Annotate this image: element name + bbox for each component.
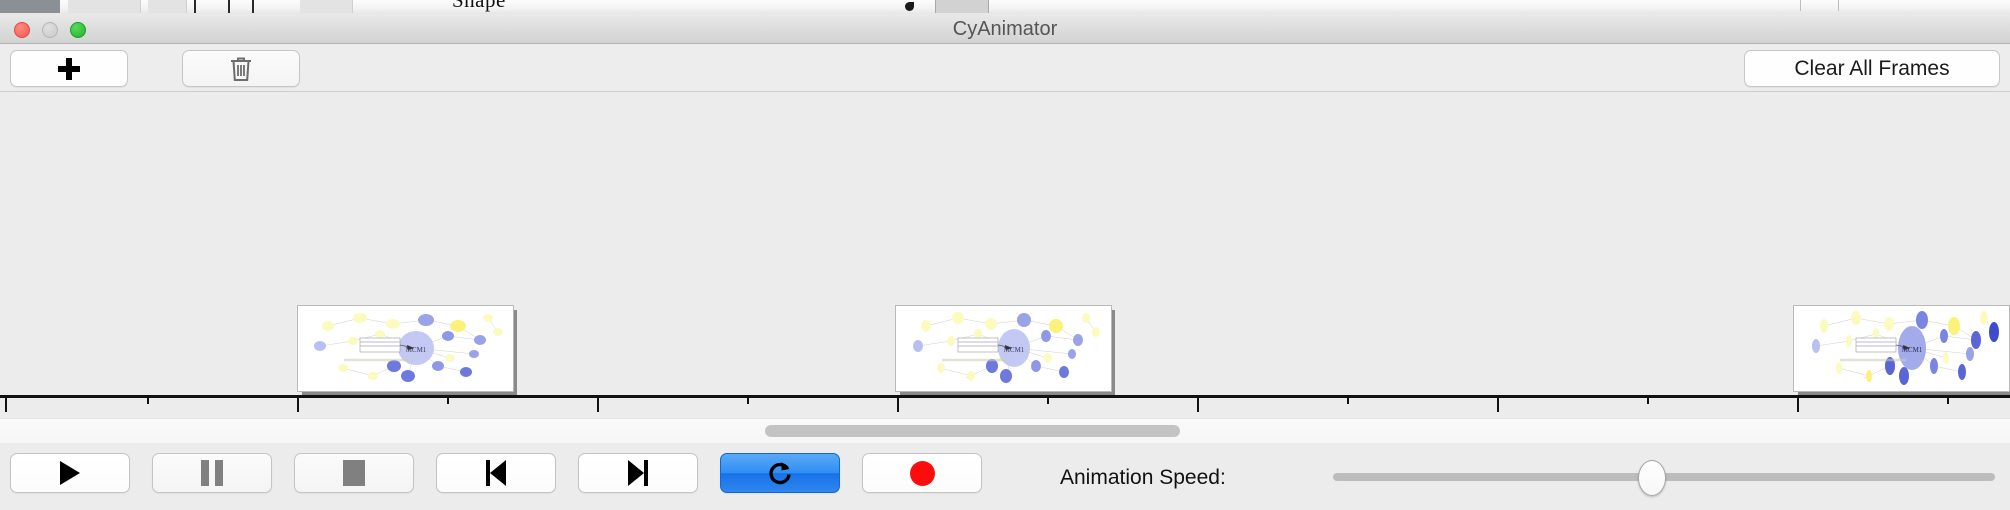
timeline-horizontal-scrollbar[interactable] [0,418,2010,444]
next-frame-button[interactable] [578,453,698,493]
delete-frame-button[interactable] [182,50,300,87]
record-icon [909,460,935,486]
background-window-label: Shape [452,0,506,12]
axis-tick-major [5,395,7,412]
zoom-icon[interactable] [70,22,86,38]
window-title: CyAnimator [952,18,1058,40]
axis-tick-major [597,395,599,412]
axis-tick-minor [1347,395,1349,404]
previous-frame-button[interactable] [436,453,556,493]
timeline-frame-3[interactable]: MCM1 [1793,305,2010,398]
axis-tick-minor [447,395,449,404]
network-graph-icon: MCM1 [314,313,503,382]
stop-icon [343,460,365,486]
axis-tick-minor [147,395,149,404]
axis-tick-major [297,395,299,412]
axis-tick-minor [1047,395,1049,404]
network-graph-icon: MCM1 [1812,311,1999,385]
pause-icon [201,460,223,486]
clear-all-frames-button[interactable]: Clear All Frames [1744,50,2000,87]
svg-text:MCM1: MCM1 [1004,346,1025,354]
axis-tick-major [1197,395,1199,412]
frame-thumbnail: MCM1 [895,305,1112,392]
play-icon [60,461,80,485]
skip-next-icon [628,460,648,486]
traffic-lights [14,22,86,38]
frame-thumbnail: MCM1 [297,305,514,392]
minimize-icon[interactable] [42,22,58,38]
close-icon[interactable] [14,22,30,38]
scrollbar-thumb[interactable] [765,425,1180,437]
stop-button[interactable] [294,453,414,493]
axis-tick-minor [1947,395,1949,404]
toolbar: Clear All Frames [0,45,2010,92]
plus-icon [58,57,80,80]
svg-text:MCM1: MCM1 [1902,346,1923,354]
background-cursor-icon [905,2,914,11]
axis-tick-major [897,395,899,412]
network-graph-icon: MCM1 [913,312,1100,383]
axis-tick-minor [747,395,749,404]
axis-tick-minor [1647,395,1649,404]
slider-thumb[interactable] [1637,460,1666,496]
animation-speed-slider[interactable] [1333,460,1995,496]
play-button[interactable] [10,453,130,493]
clear-all-frames-label: Clear All Frames [1794,56,1950,80]
playback-controls: Animation Speed: [0,443,2010,510]
loop-button[interactable] [720,453,840,493]
timeline-axis [0,395,2010,398]
loop-icon [769,462,791,485]
pause-button[interactable] [152,453,272,493]
title-bar[interactable]: CyAnimator [0,14,2010,44]
svg-text:MCM1: MCM1 [406,346,427,354]
axis-tick-major [1497,395,1499,412]
timeline-frame-2[interactable]: MCM1 [895,305,1115,398]
add-frame-button[interactable] [10,50,128,87]
trash-icon [231,57,251,81]
background-toolbar-chip [935,0,989,13]
timeline-frame-1[interactable]: MCM1 [297,305,517,398]
timeline-panel[interactable]: MCM1 [0,92,2010,417]
record-button[interactable] [862,453,982,493]
background-window-strip: Shape [0,0,2010,15]
animation-speed-label: Animation Speed: [1060,466,1226,489]
frame-thumbnail: MCM1 [1793,305,2010,392]
skip-previous-icon [486,460,506,486]
axis-tick-major [1797,395,1799,412]
